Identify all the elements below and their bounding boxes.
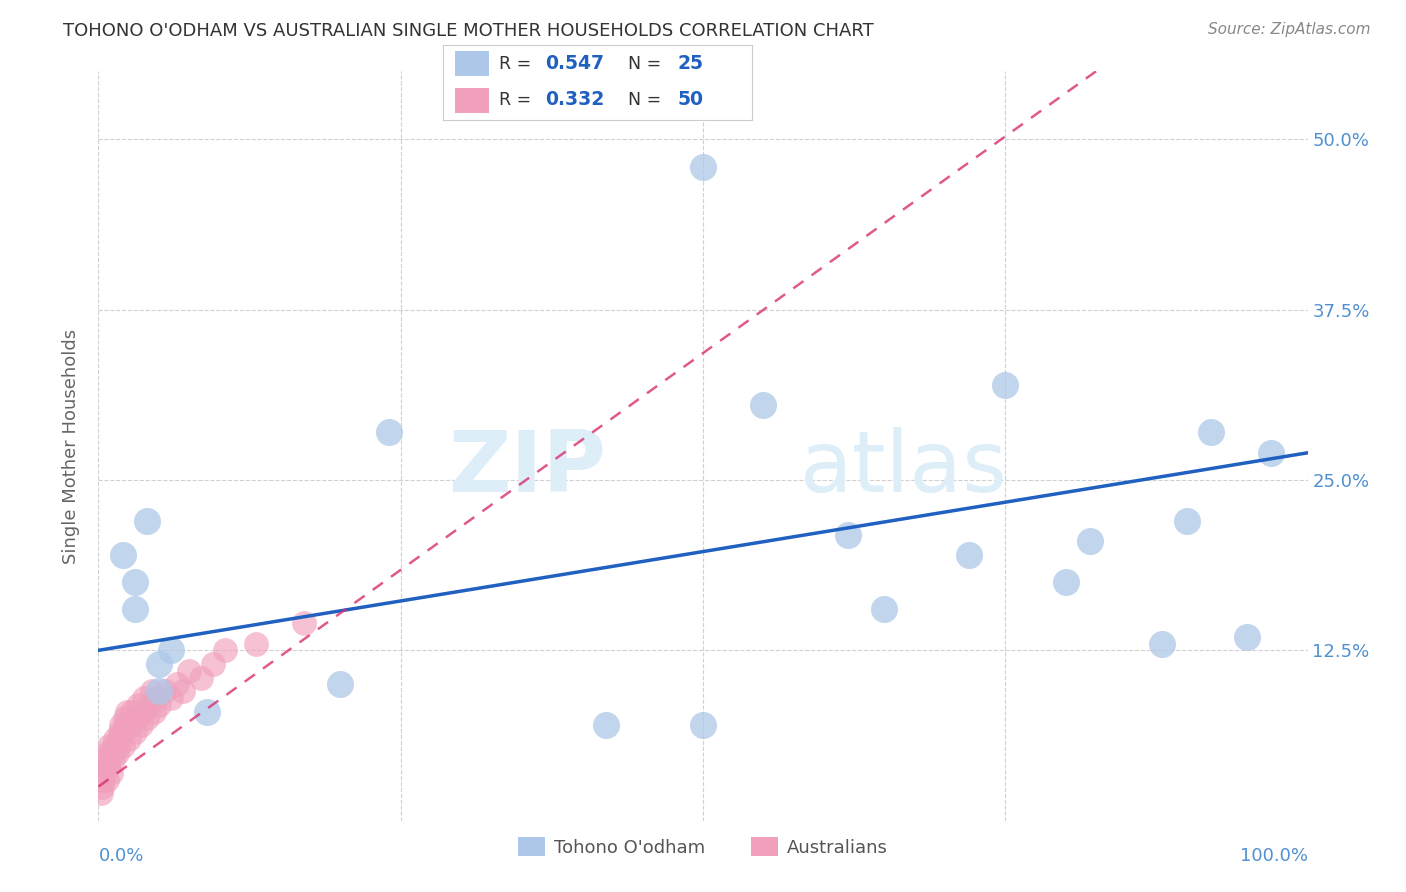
Point bbox=[132, 705, 155, 719]
Point bbox=[179, 664, 201, 678]
Point bbox=[214, 643, 236, 657]
Text: 0.332: 0.332 bbox=[546, 90, 605, 110]
Point bbox=[148, 684, 170, 698]
Point bbox=[1260, 446, 1282, 460]
Point bbox=[1152, 636, 1174, 650]
Point bbox=[190, 671, 212, 685]
Point bbox=[100, 746, 122, 760]
Point bbox=[692, 718, 714, 732]
Text: 0.0%: 0.0% bbox=[98, 847, 143, 865]
Point bbox=[141, 684, 163, 698]
Point bbox=[195, 705, 218, 719]
Point bbox=[111, 548, 134, 562]
Point bbox=[124, 575, 146, 590]
Point bbox=[97, 746, 120, 760]
Point bbox=[994, 377, 1017, 392]
Text: 50: 50 bbox=[678, 90, 704, 110]
Point bbox=[96, 772, 118, 787]
Point bbox=[595, 718, 617, 732]
Point bbox=[115, 718, 138, 732]
Point bbox=[135, 514, 157, 528]
Point bbox=[752, 398, 775, 412]
Point bbox=[138, 698, 160, 712]
Text: R =: R = bbox=[499, 54, 536, 72]
FancyBboxPatch shape bbox=[456, 52, 489, 77]
Point bbox=[110, 718, 132, 732]
Point bbox=[148, 698, 170, 712]
Text: 25: 25 bbox=[678, 54, 704, 73]
Point bbox=[114, 711, 136, 725]
Point bbox=[117, 705, 139, 719]
Point bbox=[124, 602, 146, 616]
Point bbox=[93, 766, 115, 780]
Point bbox=[91, 772, 114, 787]
Text: TOHONO O'ODHAM VS AUSTRALIAN SINGLE MOTHER HOUSEHOLDS CORRELATION CHART: TOHONO O'ODHAM VS AUSTRALIAN SINGLE MOTH… bbox=[63, 22, 875, 40]
Point bbox=[124, 725, 146, 739]
Point bbox=[153, 684, 176, 698]
Point bbox=[160, 643, 183, 657]
Text: 100.0%: 100.0% bbox=[1240, 847, 1308, 865]
Point bbox=[103, 739, 125, 753]
Point bbox=[148, 657, 170, 671]
Point bbox=[135, 711, 157, 725]
Point bbox=[91, 759, 114, 773]
Point bbox=[160, 691, 183, 706]
Point bbox=[90, 786, 112, 800]
Point bbox=[94, 752, 117, 766]
Point bbox=[105, 746, 128, 760]
Point bbox=[127, 711, 149, 725]
Point bbox=[97, 759, 120, 773]
Text: ZIP: ZIP bbox=[449, 427, 606, 510]
Legend: Tohono O'odham, Australians: Tohono O'odham, Australians bbox=[512, 830, 894, 864]
Point bbox=[377, 425, 399, 440]
Point bbox=[1175, 514, 1198, 528]
Point bbox=[129, 718, 152, 732]
Point bbox=[1054, 575, 1077, 590]
Text: Source: ZipAtlas.com: Source: ZipAtlas.com bbox=[1208, 22, 1371, 37]
Point bbox=[98, 739, 121, 753]
Point bbox=[166, 677, 188, 691]
Point bbox=[100, 766, 122, 780]
Point bbox=[837, 527, 859, 541]
Point bbox=[104, 731, 127, 746]
Y-axis label: Single Mother Households: Single Mother Households bbox=[62, 328, 80, 564]
Point bbox=[111, 739, 134, 753]
Point bbox=[121, 705, 143, 719]
Point bbox=[134, 691, 156, 706]
Point bbox=[692, 160, 714, 174]
Point bbox=[202, 657, 225, 671]
Point bbox=[292, 616, 315, 631]
Point bbox=[1078, 534, 1101, 549]
Text: N =: N = bbox=[628, 91, 668, 109]
Point bbox=[245, 636, 267, 650]
Point bbox=[172, 684, 194, 698]
Point bbox=[143, 705, 166, 719]
Point bbox=[107, 739, 129, 753]
Point bbox=[1236, 630, 1258, 644]
Point bbox=[108, 731, 131, 746]
Point bbox=[329, 677, 352, 691]
FancyBboxPatch shape bbox=[456, 87, 489, 112]
Point bbox=[1199, 425, 1222, 440]
Text: N =: N = bbox=[628, 54, 668, 72]
Point bbox=[873, 602, 896, 616]
Point bbox=[108, 725, 131, 739]
Point bbox=[118, 731, 141, 746]
Point bbox=[112, 725, 135, 739]
Point bbox=[120, 718, 142, 732]
Point bbox=[127, 698, 149, 712]
Point bbox=[91, 780, 114, 794]
Point bbox=[145, 691, 167, 706]
Text: atlas: atlas bbox=[800, 427, 1008, 510]
Text: 0.547: 0.547 bbox=[546, 54, 605, 73]
Point bbox=[957, 548, 980, 562]
Text: R =: R = bbox=[499, 91, 536, 109]
Point bbox=[101, 752, 124, 766]
